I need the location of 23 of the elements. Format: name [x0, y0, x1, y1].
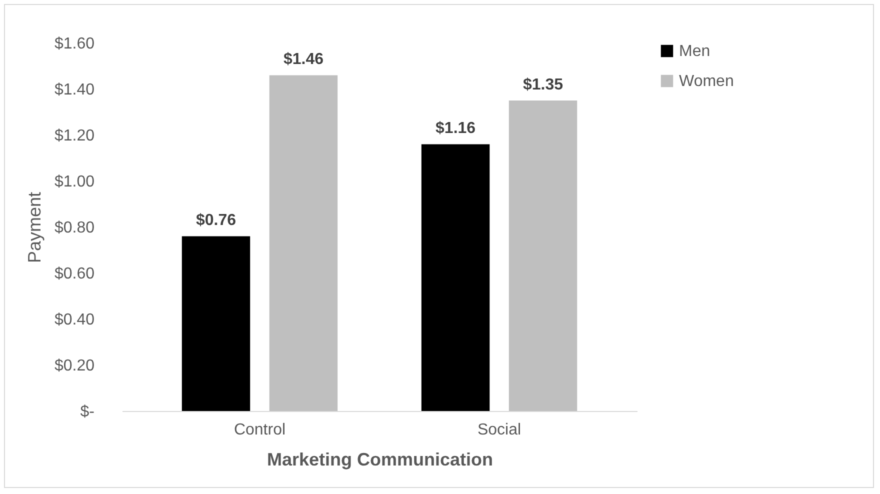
y-tick-label: $0.40 — [54, 312, 95, 328]
y-tick-label: $0.20 — [54, 358, 95, 374]
x-tick-label: Control — [234, 422, 286, 438]
y-tick-label: $- — [80, 404, 94, 420]
bar — [421, 144, 490, 411]
y-tick-label: $0.80 — [54, 220, 95, 236]
y-tick-label: $1.00 — [54, 174, 95, 190]
legend-label: Men — [679, 43, 710, 60]
bar — [182, 236, 250, 411]
data-label: $1.35 — [522, 76, 564, 94]
y-tick-label: $1.60 — [54, 36, 95, 52]
bar — [508, 100, 578, 411]
y-tick-label: $0.60 — [54, 266, 95, 282]
legend-label: Women — [679, 73, 734, 90]
x-tick-label: Social — [477, 422, 522, 438]
y-tick-label: $1.40 — [54, 82, 95, 98]
data-label: $1.16 — [436, 120, 476, 138]
x-axis-title: Marketing Communication — [266, 450, 494, 470]
data-label: $0.76 — [196, 212, 236, 230]
y-tick-label: $1.20 — [54, 128, 95, 144]
y-axis-title: Payment — [24, 192, 44, 264]
data-label: $1.46 — [283, 51, 324, 68]
bar — [269, 75, 338, 411]
